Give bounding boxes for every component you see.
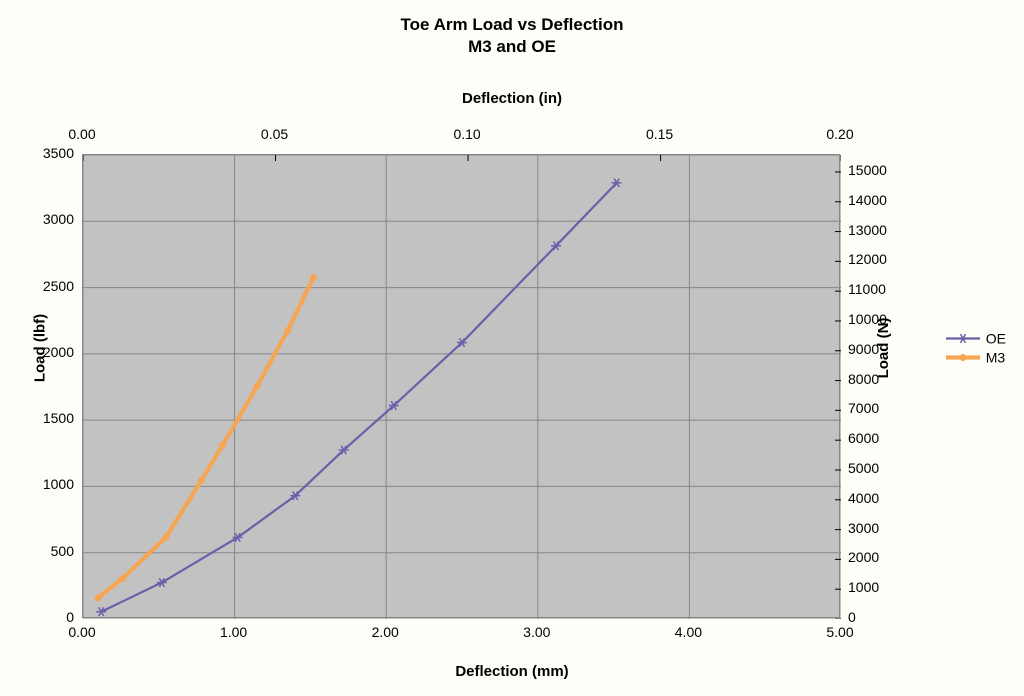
tick-label: 3000 — [43, 211, 74, 227]
tick-label: 2000 — [43, 344, 74, 360]
tick-label: 3500 — [43, 145, 74, 161]
tick-label: 14000 — [848, 192, 887, 208]
plot-area — [82, 154, 840, 618]
legend-item-m3: M3 — [946, 350, 1006, 366]
x-bottom-axis-label: Deflection (mm) — [0, 663, 1024, 680]
tick-label: 0.15 — [646, 126, 673, 142]
tick-label: 6000 — [848, 430, 879, 446]
legend-label: M3 — [986, 350, 1005, 366]
tick-label: 0.10 — [453, 126, 480, 142]
tick-label: 15000 — [848, 162, 887, 178]
tick-label: 0.00 — [68, 624, 95, 640]
tick-label: 1000 — [848, 579, 879, 595]
tick-label: 7000 — [848, 400, 879, 416]
title-line2: M3 and OE — [468, 37, 556, 56]
legend-item-oe: OE — [946, 331, 1006, 347]
tick-label: 0.05 — [261, 126, 288, 142]
tick-label: 0 — [848, 609, 856, 625]
tick-label: 4000 — [848, 490, 879, 506]
tick-label: 0 — [66, 609, 74, 625]
tick-label: 2000 — [848, 549, 879, 565]
legend-label: OE — [986, 331, 1006, 347]
tick-label: 1500 — [43, 410, 74, 426]
tick-label: 13000 — [848, 222, 887, 238]
tick-label: 9000 — [848, 341, 879, 357]
tick-label: 0.00 — [68, 126, 95, 142]
tick-label: 12000 — [848, 251, 887, 267]
chart-container: Toe Arm Load vs Deflection M3 and OE Def… — [0, 0, 1024, 696]
tick-label: 5.00 — [826, 624, 853, 640]
title-line1: Toe Arm Load vs Deflection — [401, 15, 624, 34]
tick-label: 1.00 — [220, 624, 247, 640]
legend-swatch — [946, 331, 980, 347]
tick-label: 2500 — [43, 278, 74, 294]
tick-label: 10000 — [848, 311, 887, 327]
tick-label: 5000 — [848, 460, 879, 476]
tick-label: 2.00 — [372, 624, 399, 640]
tick-label: 0.20 — [826, 126, 853, 142]
legend-swatch — [946, 350, 980, 366]
tick-label: 3.00 — [523, 624, 550, 640]
plot-svg — [83, 155, 841, 619]
chart-title: Toe Arm Load vs Deflection M3 and OE — [0, 14, 1024, 58]
legend: OE M3 — [946, 328, 1006, 369]
tick-label: 500 — [51, 543, 74, 559]
tick-label: 11000 — [848, 281, 886, 297]
x-top-axis-label: Deflection (in) — [0, 90, 1024, 107]
tick-label: 3000 — [848, 520, 879, 536]
tick-label: 1000 — [43, 476, 74, 492]
tick-label: 4.00 — [675, 624, 702, 640]
tick-label: 8000 — [848, 371, 879, 387]
